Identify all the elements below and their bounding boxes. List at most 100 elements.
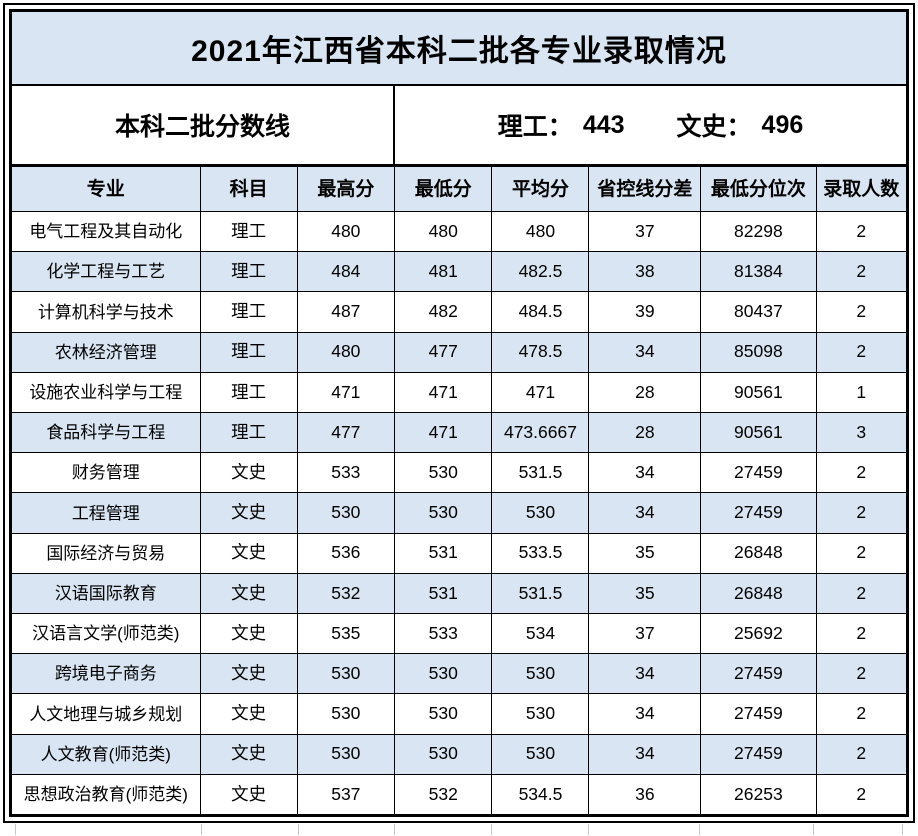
table-row: 农林经济管理 理工 480 477 478.5 34 85098 2 (12, 332, 906, 373)
ghost-gridline-cell (299, 824, 396, 835)
value-cell: 530 (395, 654, 493, 694)
value-cell: 文史 (201, 734, 298, 774)
value-cell: 理工 (201, 212, 298, 252)
value-cell: 533 (298, 453, 396, 493)
value-cell: 530 (492, 654, 590, 694)
major-name-cell: 设施农业科学与工程 (12, 372, 201, 413)
value-cell: 477 (395, 332, 493, 372)
column-header-2: 最高分 (298, 167, 396, 211)
ghost-gridline-cell (589, 824, 700, 835)
page-title: 2021年江西省本科二批各专业录取情况 (12, 12, 906, 86)
major-name-cell: 食品科学与工程 (12, 413, 201, 453)
value-cell: 25692 (701, 614, 817, 654)
value-cell: 27459 (701, 493, 817, 533)
value-cell: 34 (589, 493, 702, 533)
value-cell: 2 (856, 502, 867, 523)
value-cell: 理工 (201, 332, 298, 372)
value-cell: 37 (589, 614, 702, 654)
value-cell: 26848 (701, 533, 817, 573)
value-cell: 80437 (701, 292, 817, 332)
column-header-6: 最低分位次 (701, 167, 817, 211)
major-name-cell: 人文地理与城乡规划 (12, 694, 201, 734)
value-cell: 2 (856, 703, 867, 724)
value-cell: 2 (856, 220, 867, 241)
table-row: 汉语言文学(师范类) 文史 535 533 534 37 25692 2 (12, 614, 906, 655)
value-cell: 473.6667 (492, 413, 590, 453)
value-cell: 536 (298, 533, 396, 573)
table-row: 电气工程及其自动化 理工 480 480 480 37 82298 2 (12, 212, 906, 253)
value-cell: 480 (492, 212, 590, 252)
value-cell: 2 (856, 622, 867, 643)
column-header-0: 专业 (12, 167, 201, 211)
major-name-cell: 人文教育(师范类) (12, 734, 201, 774)
table-row: 思想政治教育(师范类) 文史 537 532 534.5 36 26253 2 (12, 774, 906, 815)
value-cell: 531 (395, 573, 493, 614)
value-cell: 487 (298, 292, 396, 332)
value-cell: 文史 (201, 654, 298, 694)
table-row: 工程管理 文史 530 530 530 34 27459 2 (12, 493, 906, 534)
value-cell: 478.5 (492, 332, 590, 372)
major-name-cell: 财务管理 (12, 453, 201, 493)
major-name-cell: 计算机科学与技术 (12, 292, 201, 332)
major-name-cell: 汉语言文学(师范类) (12, 614, 201, 654)
value-cell: 文史 (201, 614, 298, 654)
value-cell: 531 (395, 533, 493, 573)
value-cell: 534.5 (492, 774, 590, 815)
value-cell: 530 (395, 453, 493, 493)
value-cell: 471 (492, 372, 590, 413)
value-cell: 480 (395, 212, 493, 252)
value-cell: 34 (589, 654, 702, 694)
value-cell: 482 (395, 292, 493, 332)
value-cell: 530 (395, 493, 493, 533)
value-cell: 530 (298, 694, 396, 734)
value-cell: 532 (298, 573, 396, 614)
value-cell: 2 (856, 341, 867, 362)
value-cell: 27459 (701, 654, 817, 694)
value-cell: 文史 (201, 533, 298, 573)
value-cell: 477 (298, 413, 396, 453)
table-body: 电气工程及其自动化 理工 480 480 480 37 82298 2 化学工程与工艺 理工 484… (12, 212, 906, 815)
major-name-cell: 农林经济管理 (12, 332, 201, 372)
ghost-gridline-cell (15, 824, 203, 835)
value-cell: 533.5 (492, 533, 590, 573)
value-cell: 471 (395, 413, 493, 453)
table-row: 人文教育(师范类) 文史 530 530 530 34 27459 2 (12, 734, 906, 775)
value-cell: 26848 (701, 573, 817, 614)
column-header-4: 平均分 (492, 167, 590, 211)
value-cell: 34 (589, 694, 702, 734)
table-row: 化学工程与工艺 理工 484 481 482.5 38 81384 2 (12, 252, 906, 293)
value-cell: 81384 (701, 252, 817, 292)
value-cell: 2 (856, 301, 867, 322)
value-cell: 1 (856, 381, 867, 402)
value-cell: 文史 (201, 493, 298, 533)
column-header-7: 录取人数 (823, 178, 900, 200)
value-cell: 530 (298, 734, 396, 774)
value-cell: 471 (395, 372, 493, 413)
value-cell: 90561 (701, 372, 817, 413)
value-cell: 90561 (701, 413, 817, 453)
major-name-cell: 汉语国际教育 (12, 573, 201, 614)
value-cell: 530 (492, 734, 590, 774)
value-cell: 471 (298, 372, 396, 413)
value-cell: 27459 (701, 694, 817, 734)
major-name-cell: 国际经济与贸易 (12, 533, 201, 573)
column-header-1: 科目 (201, 167, 298, 211)
value-cell: 531.5 (492, 453, 590, 493)
value-cell: 484 (298, 252, 396, 292)
table-row: 跨境电子商务 文史 530 530 530 34 27459 2 (12, 654, 906, 695)
value-cell: 2 (856, 663, 867, 684)
value-cell: 2 (856, 783, 867, 804)
major-name-cell: 工程管理 (12, 493, 201, 533)
score-line-values: 理工： 443 文史： 496 (395, 86, 906, 164)
value-cell: 85098 (701, 332, 817, 372)
column-header-5: 省控线分差 (589, 167, 702, 211)
value-cell: 34 (589, 453, 702, 493)
ghost-gridline-cell (492, 824, 589, 835)
value-cell: 34 (589, 734, 702, 774)
value-cell: 理工 (201, 372, 298, 413)
ghost-gridline-cell (202, 824, 299, 835)
partial-next-row (15, 824, 903, 835)
value-cell: 28 (589, 413, 702, 453)
value-cell: 82298 (701, 212, 817, 252)
value-cell: 2 (856, 582, 867, 603)
